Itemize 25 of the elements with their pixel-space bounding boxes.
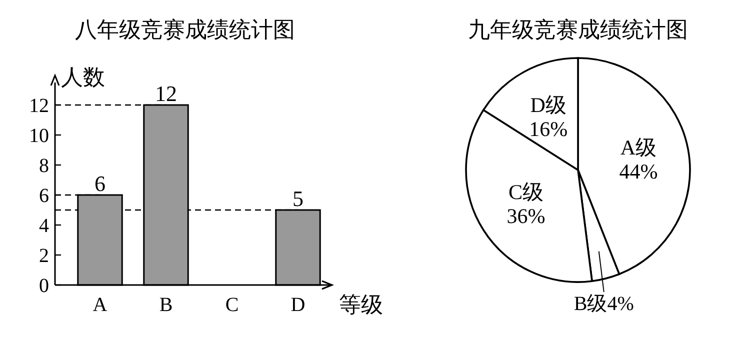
chart-title: 八年级竞赛成绩统计图 xyxy=(75,17,295,42)
data-label: 12 xyxy=(155,81,177,106)
data-label: 44% xyxy=(619,159,658,184)
y-tick-label: 2 xyxy=(39,245,49,267)
y-tick-label: 10 xyxy=(29,125,49,147)
data-label: 6 xyxy=(94,171,106,196)
y-tick-label: 0 xyxy=(39,275,49,297)
y-tick-label: 6 xyxy=(39,185,49,207)
x-tick-label: A xyxy=(92,294,108,316)
x-tick-label: B xyxy=(159,294,173,316)
data-label: 16% xyxy=(529,117,568,142)
data-label: 5 xyxy=(292,186,304,211)
y-tick-label: 4 xyxy=(39,215,49,237)
y-tick-label: 8 xyxy=(39,155,49,177)
x-tick-label: C xyxy=(225,294,239,316)
data-label: 36% xyxy=(506,204,546,228)
y-axis-title: 人数 xyxy=(61,64,105,90)
slice-label: D级 xyxy=(530,93,566,118)
slice-label: C级 xyxy=(508,180,544,204)
x-tick-label: D xyxy=(290,294,306,316)
x-axis-title: 等级 xyxy=(339,292,383,317)
slice-label: B级4% xyxy=(574,293,634,315)
chart-title: 九年级竞赛成绩统计图 xyxy=(468,17,688,42)
slice-label: A级 xyxy=(620,135,657,160)
y-tick-label: 12 xyxy=(29,95,49,117)
